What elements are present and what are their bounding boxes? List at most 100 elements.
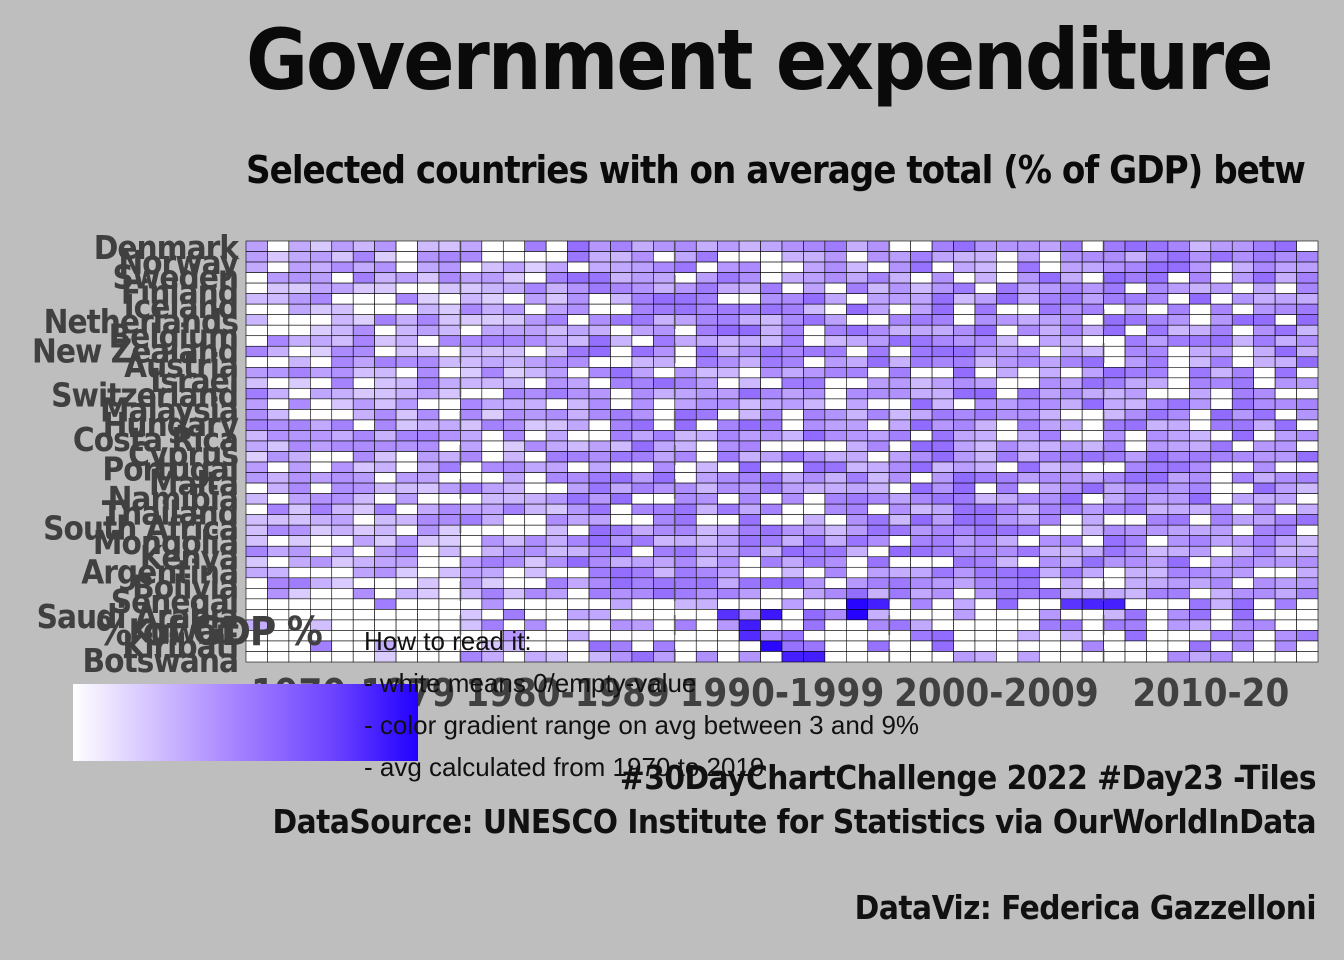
heatmap-tile: [374, 440, 397, 452]
heatmap-tile: [1253, 609, 1276, 621]
heatmap-tile: [1060, 482, 1083, 494]
heatmap-tile: [460, 430, 483, 442]
heatmap-tile: [824, 388, 847, 400]
heatmap-tile: [760, 493, 783, 505]
heatmap-tile: [996, 588, 1019, 600]
heatmap-tile: [502, 430, 526, 442]
heatmap-tile: [1253, 345, 1276, 358]
heatmap-tile: [695, 324, 718, 337]
heatmap-tile: [1253, 651, 1276, 663]
heatmap-tile: [1081, 240, 1104, 252]
x-tick-label: 1990-1999: [680, 671, 885, 715]
heatmap-tile: [1231, 535, 1254, 547]
heatmap-tile: [267, 545, 290, 558]
heatmap-tile: [1081, 503, 1104, 515]
heatmap-tile: [867, 240, 890, 252]
heatmap-tile: [374, 609, 397, 621]
heatmap-tile: [1124, 556, 1147, 568]
heatmap-tile: [1146, 472, 1169, 484]
how-to-read-box: How to read it: - white means 0/empty-va…: [364, 620, 919, 788]
heatmap-tile: [1189, 524, 1212, 536]
heatmap-tile: [545, 345, 568, 358]
heatmap-tile: [374, 251, 397, 263]
heatmap-tile: [1253, 293, 1276, 305]
heatmap-tile: [245, 251, 268, 263]
heatmap-tile: [1189, 535, 1212, 547]
heatmap-tile: [1017, 366, 1040, 379]
heatmap-tile: [1146, 482, 1169, 494]
heatmap-tile: [760, 324, 783, 337]
heatmap-tile: [588, 409, 611, 421]
heatmap-tile: [1017, 556, 1040, 568]
heatmap-tile: [824, 345, 847, 358]
heatmap-tile: [331, 293, 354, 305]
heatmap-tile: [803, 251, 826, 263]
y-tick-label: New Zealand: [32, 331, 238, 370]
heatmap-tile: [695, 303, 718, 315]
heatmap-tile: [846, 461, 869, 473]
heatmap-tile: [310, 335, 333, 347]
heatmap-tile: [395, 461, 418, 473]
heatmap-tile: [996, 409, 1019, 421]
heatmap-tile: [1274, 556, 1297, 568]
heatmap-tile: [438, 535, 461, 547]
heatmap-tile: [331, 366, 354, 379]
heatmap-tile: [438, 440, 461, 452]
heatmap-tile: [1189, 482, 1212, 494]
heatmap-tile: [1189, 598, 1212, 610]
heatmap-tile: [417, 303, 440, 315]
heatmap-tile: [1060, 335, 1083, 347]
heatmap-tile: [695, 419, 718, 431]
heatmap-tile: [953, 503, 976, 515]
heatmap-tile: [1103, 451, 1126, 463]
heatmap-tile: [953, 630, 976, 642]
heatmap-tile: [502, 272, 526, 284]
heatmap-tile: [867, 609, 890, 621]
heatmap-tile: [846, 482, 869, 494]
heatmap-tile: [867, 409, 890, 421]
heatmap-tile: [953, 335, 976, 347]
heatmap-tile: [1167, 566, 1190, 579]
heatmap-tile: [1038, 630, 1062, 642]
heatmap-tile: [1189, 556, 1212, 568]
heatmap-tile: [824, 598, 847, 610]
heatmap-tile: [1081, 272, 1104, 284]
heatmap-tile: [1103, 366, 1126, 379]
heatmap-tile: [1081, 430, 1104, 442]
heatmap-tile: [931, 461, 954, 473]
heatmap-tile: [910, 609, 933, 621]
heatmap-tile: [588, 482, 611, 494]
heatmap-tile: [717, 524, 740, 536]
heatmap-tile: [888, 366, 911, 379]
heatmap-tile: [267, 430, 290, 442]
heatmap-tile: [1038, 588, 1062, 600]
heatmap-tile: [760, 566, 783, 579]
heatmap-tile: [1060, 651, 1083, 663]
heatmap-tile: [910, 314, 933, 326]
heatmap-tile: [588, 419, 611, 431]
heatmap-tile: [824, 240, 847, 252]
heatmap-tile: [245, 356, 268, 368]
heatmap-tile: [803, 461, 826, 473]
heatmap-tile: [288, 345, 311, 358]
heatmap-tile: [288, 461, 311, 473]
heatmap-tile: [717, 356, 740, 368]
heatmap-tile: [1274, 630, 1297, 642]
heatmap-tile: [331, 598, 354, 610]
heatmap-tile: [1081, 451, 1104, 463]
heatmap-tile: [352, 430, 375, 442]
heatmap-tile: [653, 345, 676, 358]
heatmap-tile: [1231, 524, 1254, 536]
heatmap-tile: [1081, 282, 1104, 294]
heatmap-tile: [1210, 524, 1233, 536]
heatmap-tile: [460, 609, 483, 621]
heatmap-tile: [1274, 282, 1297, 294]
heatmap-tile: [1296, 314, 1319, 326]
heatmap-tile: [738, 493, 761, 505]
heatmap-tile: [1081, 398, 1104, 410]
heatmap-tile: [1103, 630, 1126, 642]
heatmap-tile: [781, 535, 804, 547]
heatmap-tile: [288, 272, 311, 284]
heatmap-tile: [888, 503, 911, 515]
heatmap-tile: [588, 514, 611, 526]
